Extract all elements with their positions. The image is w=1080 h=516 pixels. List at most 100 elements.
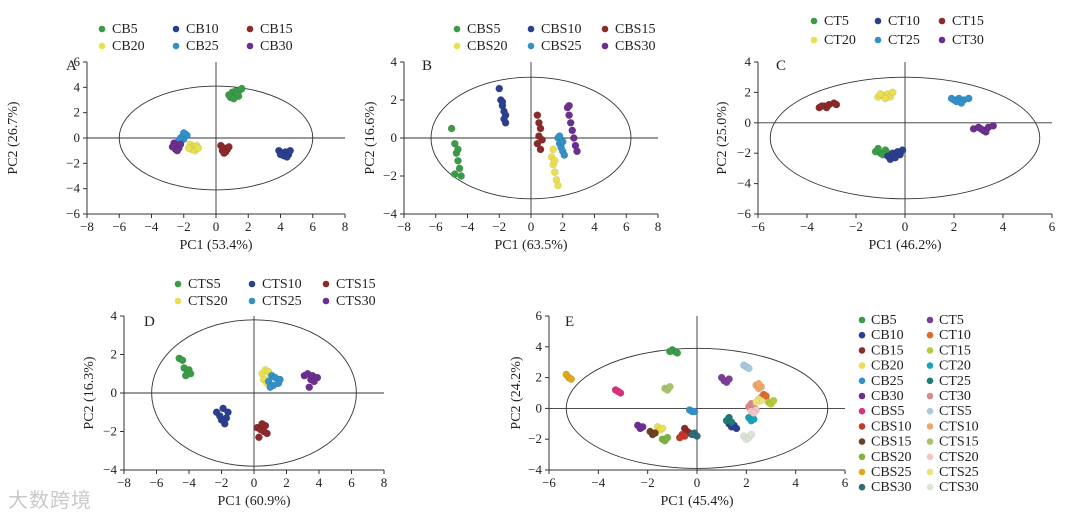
panel-d: −8 −6 −4 −2 0 2 4 6 8 −4 −2 0 2 4 PC1 (60.9%) PC2 (16.3… <box>82 277 387 509</box>
legend-label: CB20 <box>871 359 904 374</box>
legend-marker <box>926 453 934 461</box>
data-point <box>558 137 567 146</box>
data-point <box>184 144 193 152</box>
data-point <box>658 424 667 433</box>
series-ct30 <box>969 122 998 136</box>
panel-letter: D <box>144 314 155 330</box>
legend-label: CTS20 <box>188 294 228 309</box>
x-tick-label: −8 <box>397 219 411 234</box>
x-tick-label: 2 <box>245 219 252 234</box>
x-tick-label: 8 <box>655 219 662 234</box>
legend-marker <box>858 362 866 369</box>
data-point <box>536 124 545 133</box>
panel-b: −8 −6 −4 −2 0 2 4 6 8 −4 −2 0 2 4 PC1 (63.5%) PC2 (16.6… <box>363 22 661 253</box>
x-tick-label: −8 <box>117 475 131 490</box>
data-point <box>881 94 890 103</box>
data-point <box>732 424 741 433</box>
x-tick-label: −8 <box>80 219 94 234</box>
y-tick-label: 2 <box>74 105 81 120</box>
legend-marker <box>601 25 609 33</box>
x-tick-label: 4 <box>1000 219 1007 234</box>
series-cts5 <box>175 354 195 380</box>
legend-marker <box>527 42 535 50</box>
legend-marker <box>938 17 946 25</box>
legend-label: CTS10 <box>262 277 302 292</box>
data-point <box>651 429 659 437</box>
data-point <box>533 111 542 119</box>
data-point <box>725 375 733 383</box>
data-point <box>752 398 761 407</box>
data-point <box>769 396 778 405</box>
legend-label: CTS15 <box>336 277 376 292</box>
series-ct15 <box>764 396 778 408</box>
data-point <box>989 122 998 130</box>
data-point <box>178 356 187 365</box>
x-tick-label: 0 <box>251 475 258 490</box>
legend-label: CT5 <box>824 14 849 29</box>
x-tick-label: −2 <box>492 219 506 234</box>
data-point <box>454 156 462 165</box>
y-tick-label: 4 <box>111 308 118 323</box>
y-tick-label: 2 <box>536 370 543 385</box>
series-cbs15 <box>646 427 659 439</box>
series-cbs20 <box>658 433 672 445</box>
x-tick-label: −4 <box>800 219 814 234</box>
x-tick-label: 6 <box>842 475 849 490</box>
legend-marker <box>601 42 609 50</box>
x-tick-label: −6 <box>150 475 164 490</box>
legend-label: CBS20 <box>467 39 507 54</box>
series-cb25 <box>685 406 699 416</box>
data-point <box>688 430 696 439</box>
legend-marker <box>858 483 866 491</box>
data-point <box>888 88 897 97</box>
legend-marker <box>858 331 866 339</box>
legend-marker <box>248 297 256 305</box>
data-point <box>876 90 885 98</box>
legend-marker <box>248 280 256 288</box>
panel-letter: E <box>565 314 574 330</box>
legend-marker <box>98 42 106 50</box>
x-tick-label: 0 <box>694 475 701 490</box>
legend-label: CBS20 <box>871 450 911 465</box>
data-point <box>874 144 882 153</box>
data-point <box>673 349 682 357</box>
x-tick-label: 2 <box>743 475 750 490</box>
legend-label: CTS30 <box>939 480 979 495</box>
y-tick-label: −6 <box>66 206 80 221</box>
y-tick-label: 0 <box>391 130 398 145</box>
data-point <box>217 416 226 424</box>
panel-c: −6 −4 −2 0 2 4 6 −6 −4 −2 0 2 4 PC1 (46.2%) PC2 (25.0%… <box>715 14 1056 253</box>
legend-label: CB5 <box>112 22 138 37</box>
y-tick-label: 0 <box>111 385 118 400</box>
y-tick-label: −2 <box>383 168 397 183</box>
data-point <box>168 143 177 151</box>
y-tick-label: 2 <box>391 92 398 107</box>
legend-marker <box>926 316 934 324</box>
x-axis-label: PC1 (53.4%) <box>179 238 252 253</box>
data-point <box>455 164 464 173</box>
legend-marker <box>246 42 254 50</box>
x-axis-label: PC1 (63.5%) <box>494 238 567 253</box>
legend-marker <box>926 438 934 445</box>
y-tick-label: −2 <box>103 424 117 439</box>
data-point <box>536 145 545 154</box>
y-tick-label: −2 <box>737 145 751 160</box>
data-point <box>261 421 270 430</box>
series-cbs30 <box>563 101 581 156</box>
legend-marker <box>926 392 934 400</box>
legend-marker <box>858 453 866 461</box>
legend-marker <box>926 407 934 415</box>
series-cb20 <box>184 140 203 155</box>
y-tick-label: 4 <box>391 54 398 69</box>
data-point <box>749 409 758 417</box>
y-tick-label: −4 <box>737 176 751 191</box>
data-point <box>745 364 753 373</box>
x-tick-label: 0 <box>213 219 220 234</box>
data-point <box>566 119 575 127</box>
legend-label: CB30 <box>871 389 904 404</box>
legend-marker <box>926 347 934 354</box>
series-ct25 <box>947 94 973 107</box>
series-cts5 <box>740 361 753 373</box>
data-point <box>573 147 581 156</box>
